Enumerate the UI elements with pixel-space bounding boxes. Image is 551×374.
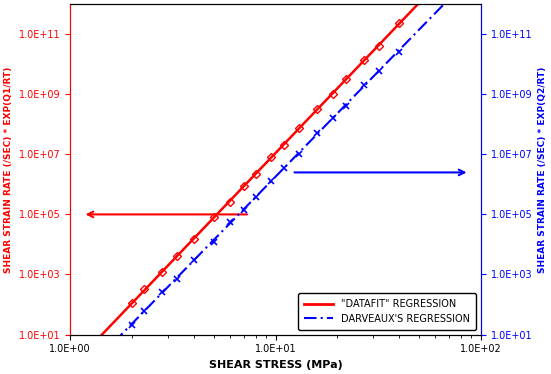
Y-axis label: SHEAR STRAIN RATE (/SEC) * EXP(Q2/RT): SHEAR STRAIN RATE (/SEC) * EXP(Q2/RT) [538, 66, 547, 273]
Legend: "DATAFIT" REGRESSION, DARVEAUX'S REGRESSION: "DATAFIT" REGRESSION, DARVEAUX'S REGRESS… [298, 293, 476, 330]
Y-axis label: SHEAR STRAIN RATE (/SEC) * EXP(Q1/RT): SHEAR STRAIN RATE (/SEC) * EXP(Q1/RT) [4, 66, 13, 273]
X-axis label: SHEAR STRESS (MPa): SHEAR STRESS (MPa) [209, 360, 342, 370]
